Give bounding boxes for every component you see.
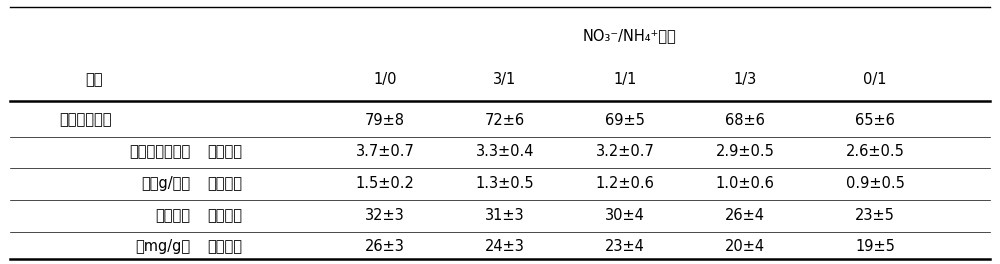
Text: 株高（厘米）: 株高（厘米）: [59, 113, 111, 128]
Text: 地上部分: 地上部分: [208, 144, 242, 159]
Text: 3.3±0.4: 3.3±0.4: [476, 144, 534, 159]
Text: 0/1: 0/1: [863, 72, 887, 87]
Text: 1/3: 1/3: [733, 72, 757, 87]
Text: 地下部分: 地下部分: [208, 176, 242, 191]
Text: 32±3: 32±3: [365, 208, 405, 223]
Text: 总氮浓度: 总氮浓度: [155, 208, 190, 223]
Text: 1.0±0.6: 1.0±0.6: [716, 176, 774, 191]
Text: 2.6±0.5: 2.6±0.5: [846, 144, 904, 159]
Text: 0.9±0.5: 0.9±0.5: [846, 176, 904, 191]
Text: 72±6: 72±6: [485, 113, 525, 128]
Text: 79±8: 79±8: [365, 113, 405, 128]
Text: 20±4: 20±4: [725, 239, 765, 254]
Text: 地上部分: 地上部分: [208, 208, 242, 223]
Text: 23±4: 23±4: [605, 239, 645, 254]
Text: 芦茂: 芦茂: [85, 72, 103, 87]
Text: 24±3: 24±3: [485, 239, 525, 254]
Text: 1/1: 1/1: [613, 72, 637, 87]
Text: 69±5: 69±5: [605, 113, 645, 128]
Text: 1.3±0.5: 1.3±0.5: [476, 176, 534, 191]
Text: 3.2±0.7: 3.2±0.7: [596, 144, 654, 159]
Text: 3/1: 3/1: [493, 72, 517, 87]
Text: 3.7±0.7: 3.7±0.7: [356, 144, 414, 159]
Text: 26±3: 26±3: [365, 239, 405, 254]
Text: 2.9±0.5: 2.9±0.5: [716, 144, 774, 159]
Text: NO₃⁻/NH₄⁺比例: NO₃⁻/NH₄⁺比例: [583, 28, 677, 43]
Text: 量，g/株）: 量，g/株）: [141, 176, 190, 191]
Text: 1/0: 1/0: [373, 72, 397, 87]
Text: 19±5: 19±5: [855, 239, 895, 254]
Text: 地下部分: 地下部分: [208, 239, 242, 254]
Text: 65±6: 65±6: [855, 113, 895, 128]
Text: 30±4: 30±4: [605, 208, 645, 223]
Text: 生物量（干物质: 生物量（干物质: [129, 144, 190, 159]
Text: （mg/g）: （mg/g）: [135, 239, 190, 254]
Text: 31±3: 31±3: [485, 208, 525, 223]
Text: 68±6: 68±6: [725, 113, 765, 128]
Text: 1.2±0.6: 1.2±0.6: [596, 176, 654, 191]
Text: 23±5: 23±5: [855, 208, 895, 223]
Text: 1.5±0.2: 1.5±0.2: [356, 176, 414, 191]
Text: 26±4: 26±4: [725, 208, 765, 223]
